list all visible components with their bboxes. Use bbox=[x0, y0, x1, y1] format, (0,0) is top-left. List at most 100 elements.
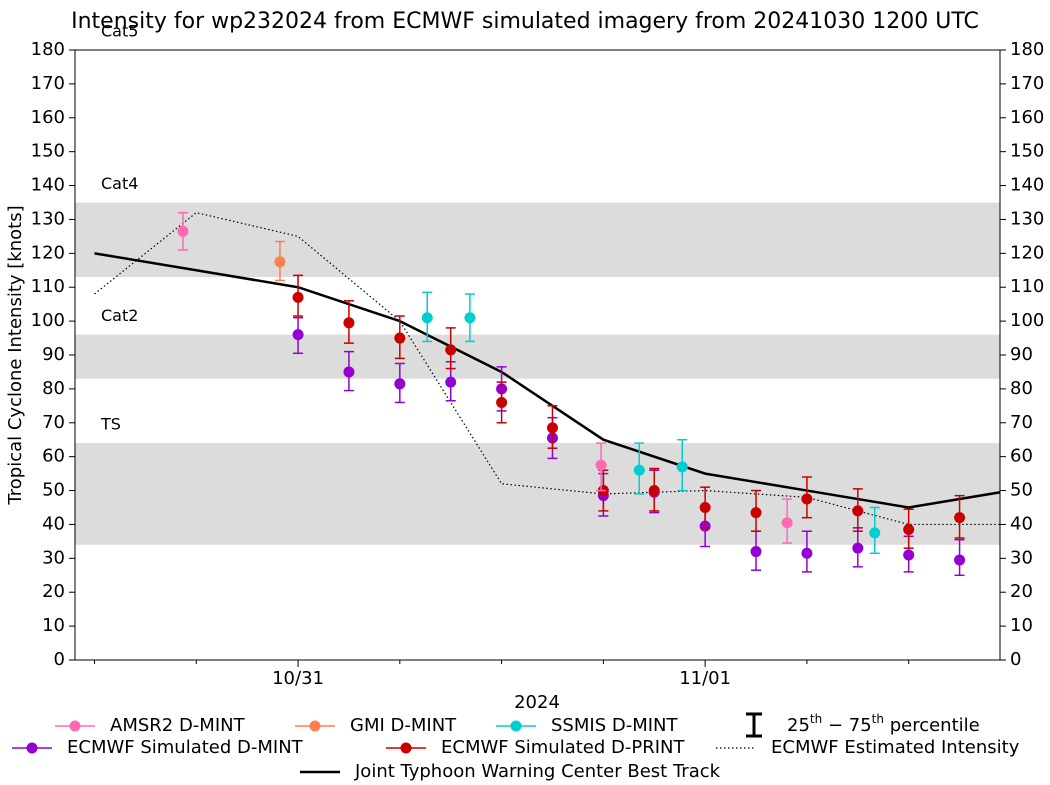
category-label: TS bbox=[100, 415, 121, 434]
point bbox=[343, 366, 355, 378]
legend-marker bbox=[26, 742, 38, 754]
y-tick-label: 150 bbox=[31, 141, 65, 162]
point bbox=[445, 376, 457, 388]
x-tick-label: 11/01 bbox=[679, 668, 731, 689]
point bbox=[699, 502, 711, 513]
category-band bbox=[75, 334, 1000, 379]
x-tick-label: 10/31 bbox=[272, 668, 324, 689]
point bbox=[801, 547, 813, 559]
legend-marker bbox=[510, 720, 522, 732]
y2-tick-label: 70 bbox=[1010, 412, 1033, 433]
y2-tick-label: 50 bbox=[1010, 480, 1033, 501]
y-axis-label: Tropical Cyclone Intensity [knots] bbox=[5, 205, 26, 505]
y-tick-label: 140 bbox=[31, 175, 65, 196]
point bbox=[676, 461, 688, 473]
legend-label: ECMWF Estimated Intensity bbox=[771, 737, 1020, 758]
point bbox=[394, 378, 406, 390]
point bbox=[903, 549, 915, 561]
point bbox=[852, 505, 864, 517]
y2-tick-label: 20 bbox=[1010, 581, 1033, 602]
legend-marker bbox=[69, 720, 81, 732]
legend-label-part: percentile bbox=[884, 715, 980, 736]
y2-tick-label: 60 bbox=[1010, 446, 1033, 467]
y2-tick-label: 160 bbox=[1010, 107, 1044, 128]
y-tick-label: 40 bbox=[42, 513, 65, 534]
point bbox=[394, 332, 406, 344]
point bbox=[292, 329, 304, 341]
y-tick-label: 50 bbox=[42, 480, 65, 501]
y-tick-label: 130 bbox=[31, 208, 65, 229]
y-tick-label: 100 bbox=[31, 310, 65, 331]
legend-item: 25th − 75th percentile bbox=[746, 712, 980, 738]
y2-tick-label: 100 bbox=[1010, 310, 1044, 331]
point bbox=[869, 527, 881, 539]
y-tick-label: 10 bbox=[42, 615, 65, 636]
y-tick-label: 20 bbox=[42, 581, 65, 602]
y-tick-label: 0 bbox=[54, 649, 65, 670]
legend-label-part: th bbox=[810, 712, 822, 726]
y2-tick-label: 80 bbox=[1010, 378, 1033, 399]
y2-tick-label: 10 bbox=[1010, 615, 1033, 636]
legend-label: AMSR2 D-MINT bbox=[110, 715, 246, 736]
point bbox=[648, 485, 660, 497]
y2-tick-label: 90 bbox=[1010, 344, 1033, 365]
legend-item: Joint Typhoon Warning Center Best Track bbox=[300, 761, 721, 782]
y-tick-label: 120 bbox=[31, 242, 65, 263]
legend-label: 25th − 75th percentile bbox=[787, 712, 980, 737]
point bbox=[750, 507, 762, 519]
bands: TSCat1Cat2Cat3Cat4Cat5 bbox=[75, 22, 1000, 545]
y2-tick-label: 30 bbox=[1010, 547, 1033, 568]
point bbox=[445, 344, 457, 356]
y-tick-label: 180 bbox=[31, 39, 65, 60]
chart-title: Intensity for wp232024 from ECMWF simula… bbox=[71, 9, 979, 34]
point bbox=[421, 312, 433, 324]
legend-label-part: 25 bbox=[787, 715, 810, 736]
point bbox=[595, 459, 607, 471]
point bbox=[464, 312, 476, 324]
legend-label: ECMWF Simulated D-PRINT bbox=[441, 737, 686, 758]
y-tick-label: 90 bbox=[42, 344, 65, 365]
point bbox=[343, 317, 355, 329]
legend-marker bbox=[309, 720, 321, 732]
legend-label: Joint Typhoon Warning Center Best Track bbox=[354, 761, 721, 782]
y2-tick-label: 150 bbox=[1010, 141, 1044, 162]
point bbox=[801, 493, 813, 505]
legend-item: ECMWF Estimated Intensity bbox=[716, 737, 1020, 758]
y2-tick-label: 140 bbox=[1010, 175, 1044, 196]
category-label: Cat2 bbox=[101, 306, 138, 325]
y-tick-label: 170 bbox=[31, 73, 65, 94]
point bbox=[903, 524, 915, 536]
point bbox=[954, 554, 966, 566]
axes: 0 0 10 10 20 20 30 30 40 40 50 50 60 60 70 70 80 80 90 90 10… bbox=[31, 39, 1045, 689]
point bbox=[496, 396, 508, 408]
legend-label: SSMIS D-MINT bbox=[551, 715, 678, 736]
category-label: Cat5 bbox=[101, 22, 138, 41]
legend-item: SSMIS D-MINT bbox=[496, 715, 678, 736]
y-tick-label: 60 bbox=[42, 446, 65, 467]
legend-item: GMI D-MINT bbox=[295, 715, 457, 736]
legend-item: ECMWF Simulated D-MINT bbox=[12, 737, 304, 758]
plot-area bbox=[94, 211, 1000, 577]
legend-label-part: th bbox=[872, 712, 884, 726]
category-band bbox=[75, 443, 1000, 545]
y-tick-label: 110 bbox=[31, 276, 65, 297]
y2-tick-label: 170 bbox=[1010, 73, 1044, 94]
y2-tick-label: 130 bbox=[1010, 208, 1044, 229]
point bbox=[954, 512, 966, 524]
legend-label: GMI D-MINT bbox=[350, 715, 457, 736]
legend-item: ECMWF Simulated D-PRINT bbox=[386, 737, 686, 758]
legend: AMSR2 D-MINT GMI D-MINT SSMIS D-MINTECMWF … bbox=[12, 712, 1020, 782]
y2-tick-label: 40 bbox=[1010, 513, 1033, 534]
point bbox=[781, 517, 793, 529]
point bbox=[177, 225, 189, 237]
y-tick-label: 80 bbox=[42, 378, 65, 399]
point bbox=[274, 256, 286, 268]
legend-label: ECMWF Simulated D-MINT bbox=[67, 737, 304, 758]
y-tick-label: 70 bbox=[42, 412, 65, 433]
y-tick-label: 30 bbox=[42, 547, 65, 568]
x-axis-label: 2024 bbox=[514, 692, 560, 713]
point bbox=[750, 546, 762, 558]
y2-tick-label: 120 bbox=[1010, 242, 1044, 263]
legend-marker bbox=[400, 742, 412, 754]
